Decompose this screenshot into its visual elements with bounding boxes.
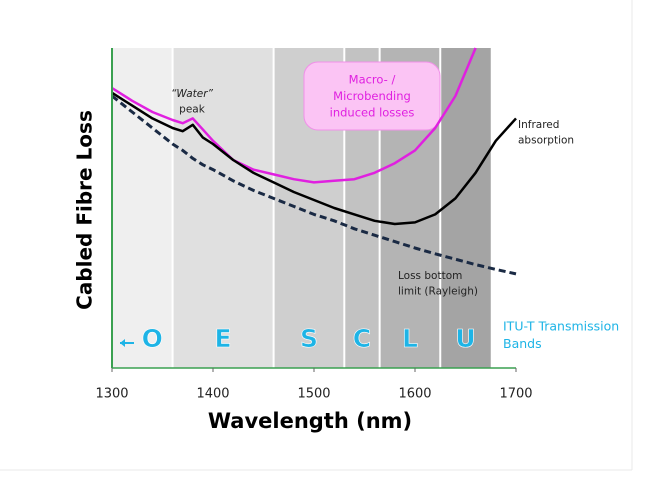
band — [112, 48, 173, 368]
annotation: Macro- / — [349, 73, 396, 87]
band-label: L — [402, 324, 418, 353]
annotation: induced losses — [330, 106, 415, 120]
band-label: U — [455, 324, 475, 353]
annotation: Infrared — [518, 119, 559, 131]
x-tick-label: 1500 — [297, 387, 330, 402]
annotation: Loss bottom — [398, 270, 462, 282]
x-tick-label: 1700 — [499, 387, 532, 402]
annotation: “Water” — [171, 88, 214, 100]
band-label: E — [215, 324, 232, 353]
band-label: S — [300, 324, 318, 353]
band-label: C — [353, 324, 371, 353]
loss-curve — [111, 91, 517, 226]
x-tick-label: 1300 — [95, 387, 128, 402]
annotation: peak — [179, 104, 206, 116]
loss-curve — [111, 94, 517, 276]
x-tick-label: 1600 — [398, 387, 431, 402]
annotation: ITU-T Transmission — [503, 319, 619, 334]
annotation-box — [303, 61, 441, 131]
y-axis-label: Cabled Fibre Loss — [73, 110, 97, 310]
band-label: O — [142, 324, 163, 353]
band-arrow-head — [120, 339, 125, 347]
loss-curve — [111, 47, 477, 184]
annotation: limit (Rayleigh) — [398, 286, 478, 298]
band — [172, 48, 274, 368]
annotation: Microbending — [333, 89, 411, 103]
band — [440, 48, 491, 368]
x-tick-label: 1400 — [196, 387, 229, 402]
x-axis-label: Wavelength (nm) — [208, 409, 412, 433]
annotation: absorption — [518, 135, 574, 147]
annotation: Bands — [503, 336, 542, 351]
lines — [111, 47, 517, 276]
